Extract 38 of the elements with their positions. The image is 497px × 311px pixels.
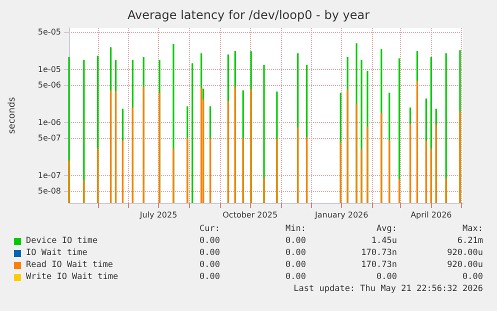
x-tick-label: July 2025 bbox=[138, 210, 178, 220]
legend-label: IO Wait time bbox=[26, 248, 88, 259]
text: Min: bbox=[286, 224, 306, 235]
text: 920.00u bbox=[447, 260, 483, 271]
text: 0.00 bbox=[200, 272, 220, 283]
text: Cur: bbox=[200, 224, 220, 235]
text: 0.00 bbox=[462, 272, 483, 283]
text: 0.00 bbox=[286, 248, 306, 259]
legend-label: Write IO Wait time bbox=[26, 272, 118, 283]
y-axis-title: seconds bbox=[8, 96, 18, 134]
text: 170.73n bbox=[361, 248, 397, 259]
text: Avg: bbox=[376, 224, 397, 235]
chart-title: Average latency for /dev/loop0 - by year bbox=[127, 8, 370, 22]
y-tick-label: 1e-06 bbox=[38, 118, 61, 127]
text: 920.00u bbox=[447, 248, 483, 259]
text: 0.00 bbox=[376, 272, 397, 283]
x-tick-label: April 2026 bbox=[410, 210, 452, 220]
legend-label: Device IO time bbox=[26, 236, 98, 247]
x-tick-label: January 2026 bbox=[314, 210, 368, 220]
text: 1.45u bbox=[371, 236, 397, 247]
y-tick-label: 5e-07 bbox=[38, 134, 61, 143]
legend-label: Read IO Wait time bbox=[26, 260, 113, 271]
y-tick-label: 5e-08 bbox=[38, 186, 61, 196]
text: 0.00 bbox=[286, 272, 306, 283]
text: Last update: Thu May 21 22:56:32 2026 bbox=[294, 284, 483, 295]
text: 170.73n bbox=[361, 260, 397, 271]
y-tick-label: 5e-05 bbox=[38, 28, 61, 37]
text: 0.00 bbox=[286, 260, 306, 271]
text: Max: bbox=[462, 224, 483, 235]
x-tick-label: October 2025 bbox=[222, 210, 278, 220]
y-tick-label: 5e-06 bbox=[38, 80, 61, 90]
y-tick-label: 1e-07 bbox=[38, 170, 61, 180]
text: 6.21m bbox=[457, 236, 483, 247]
text: 0.00 bbox=[286, 236, 306, 247]
text: 0.00 bbox=[200, 248, 220, 259]
text: 0.00 bbox=[200, 236, 220, 247]
text: 0.00 bbox=[200, 260, 220, 271]
y-tick-label: 1e-05 bbox=[38, 64, 61, 74]
